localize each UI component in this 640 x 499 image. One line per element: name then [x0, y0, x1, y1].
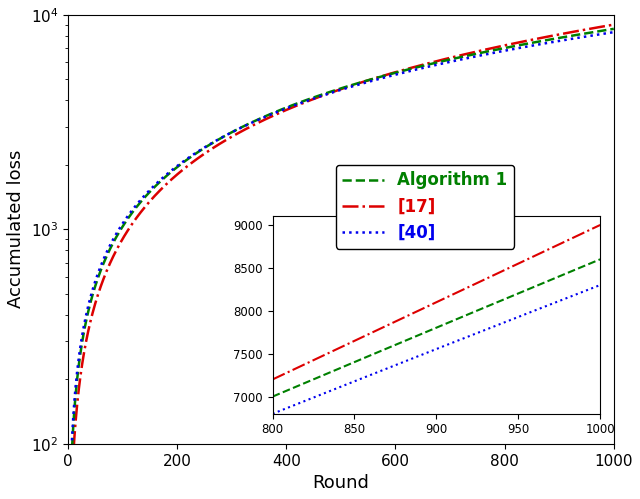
Legend: Algorithm 1, [17], [40]: Algorithm 1, [17], [40]: [335, 165, 514, 249]
Y-axis label: Accumulated loss: Accumulated loss: [7, 150, 25, 308]
X-axis label: Round: Round: [312, 474, 369, 492]
